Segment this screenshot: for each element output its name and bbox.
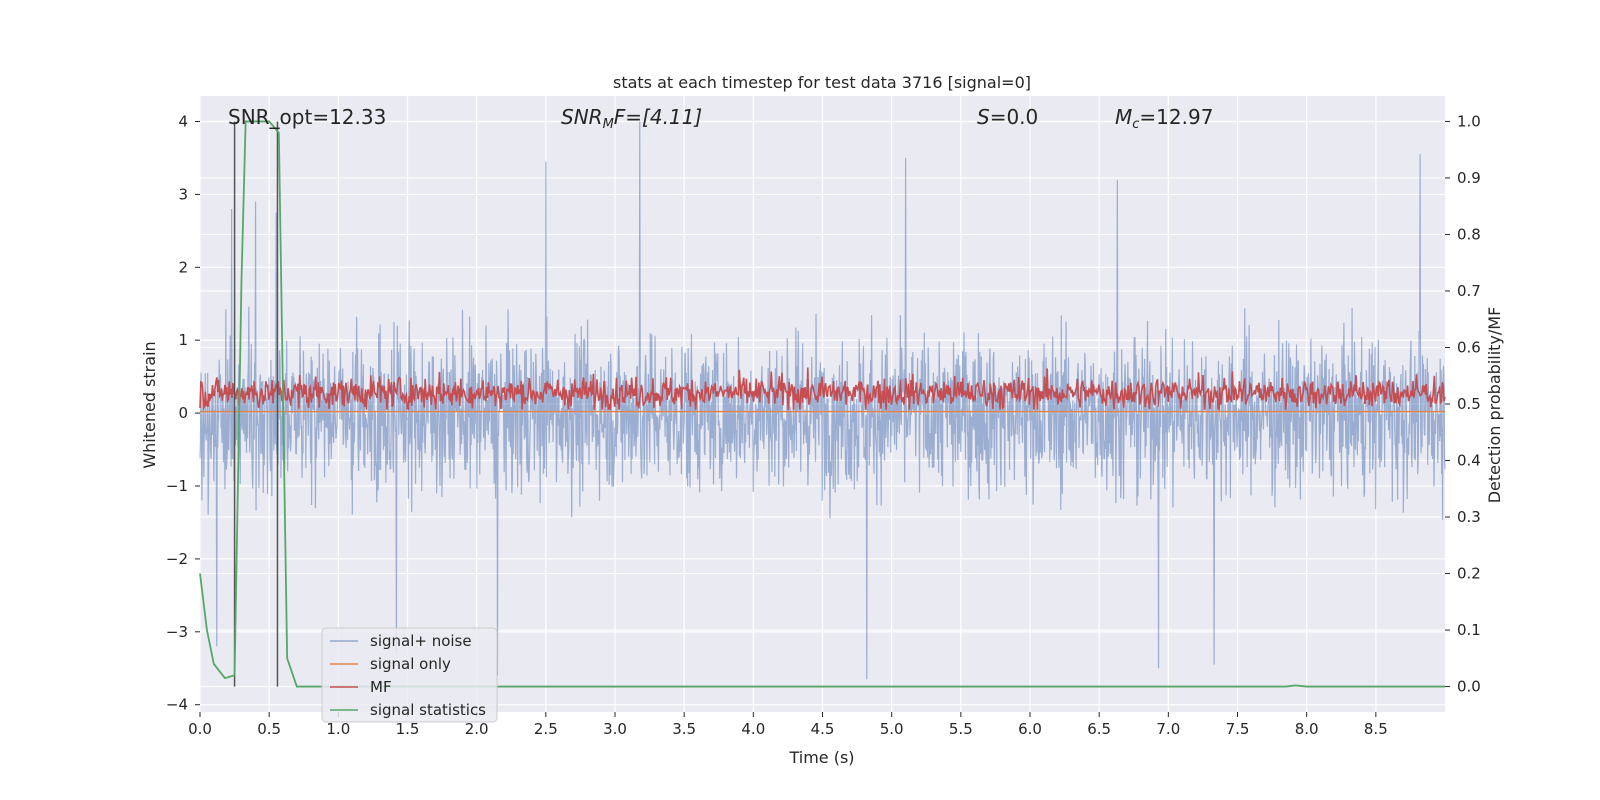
- y-right-tick-label: 0.6: [1457, 338, 1481, 356]
- x-tick-label: 5.5: [949, 720, 973, 738]
- snr-mf-subscript: M: [603, 117, 614, 132]
- y-right-tick-label: 0.0: [1457, 678, 1481, 696]
- mf-line: [199, 367, 1446, 412]
- x-axis-label: Time (s): [788, 748, 854, 767]
- y-right-axis-ticks: 1.0 0.9 0.8 0.7 0.6 0.5 0.4 0.3 0.2 0.1 0.0: [1445, 112, 1481, 696]
- y-right-tick-label: 0.3: [1457, 508, 1481, 526]
- legend-label-signal-only: signal only: [370, 655, 451, 673]
- x-tick-label: 5.0: [880, 720, 904, 738]
- x-tick-label: 7.5: [1226, 720, 1250, 738]
- x-tick-label: 8.0: [1295, 720, 1319, 738]
- y-right-tick-label: 0.4: [1457, 452, 1481, 470]
- y-right-tick-label: 0.1: [1457, 621, 1481, 639]
- x-tick-label: 4.5: [811, 720, 835, 738]
- y-left-tick-label: −1: [166, 477, 188, 495]
- legend: signal+ noise signal only MF signal stat…: [321, 627, 498, 723]
- vertical-markers: [233, 121, 279, 687]
- y-right-tick-label: 0.5: [1457, 395, 1481, 413]
- x-tick-label: 2.0: [465, 720, 489, 738]
- y-left-axis-label: Whitened strain: [140, 341, 159, 468]
- mc-symbol: M: [1115, 105, 1132, 129]
- annotation-snr-opt: SNR_opt=12.33: [228, 105, 386, 129]
- legend-label-signal-noise: signal+ noise: [370, 632, 472, 650]
- snr-mf-symbol: SNR: [561, 105, 603, 129]
- y-right-tick-label: 0.7: [1457, 282, 1481, 300]
- s-value: =0.0: [990, 105, 1039, 129]
- y-right-axis-label: Detection probability/MF: [1485, 307, 1504, 504]
- x-tick-label: 4.0: [741, 720, 765, 738]
- y-left-tick-label: 1: [178, 331, 188, 349]
- mc-subscript: c: [1132, 117, 1139, 132]
- signal-noise-line: [199, 121, 1446, 680]
- x-tick-label: 0.5: [257, 720, 281, 738]
- y-left-tick-label: 0: [178, 404, 188, 422]
- x-tick-label: 2.5: [534, 720, 558, 738]
- x-tick-label: 3.0: [603, 720, 627, 738]
- legend-label-mf: MF: [370, 678, 392, 696]
- chart-title: stats at each timestep for test data 371…: [613, 73, 1031, 92]
- y-left-tick-label: 4: [178, 113, 188, 131]
- y-left-tick-label: −2: [166, 550, 188, 568]
- y-right-tick-label: 0.8: [1457, 225, 1481, 243]
- legend-label-signal-statistics: signal statistics: [370, 701, 486, 719]
- mc-value: =12.97: [1139, 105, 1213, 129]
- y-left-axis-ticks: 4 3 2 1 0 −1 −2 −3 −4: [166, 113, 200, 714]
- y-left-tick-label: 3: [178, 185, 188, 203]
- y-right-tick-label: 0.9: [1457, 169, 1481, 187]
- y-left-tick-label: −4: [166, 696, 188, 714]
- s-symbol: S: [977, 105, 990, 129]
- y-right-tick-label: 0.2: [1457, 565, 1481, 583]
- signal-statistics-line: [199, 120, 1445, 688]
- x-tick-label: 6.5: [1087, 720, 1111, 738]
- mf-series: [199, 367, 1446, 412]
- x-tick-label: 6.0: [1018, 720, 1042, 738]
- annotation-snr-mf: SNRMF=[4.11]: [561, 105, 702, 132]
- y-right-tick-label: 1.0: [1457, 112, 1481, 130]
- x-tick-label: 0.0: [188, 720, 212, 738]
- x-axis-ticks: 0.0 0.5 1.0 1.5 2.0 2.5 3.0 3.5 4.0 4.5 5.0 5.5 6.0 6…: [188, 712, 1388, 738]
- y-left-tick-label: 2: [178, 258, 188, 276]
- x-tick-label: 1.5: [396, 720, 420, 738]
- signal-noise-series: [199, 121, 1446, 680]
- y-left-tick-label: −3: [166, 623, 188, 641]
- snr-mf-value: F=[4.11]: [614, 105, 702, 129]
- legend-box: [321, 627, 498, 723]
- x-tick-label: 8.5: [1364, 720, 1388, 738]
- x-tick-label: 1.0: [326, 720, 350, 738]
- signal-statistics-series: [199, 120, 1445, 688]
- annotation-s: S=0.0: [977, 105, 1038, 129]
- annotation-mc: Mc=12.97: [1115, 105, 1213, 132]
- x-tick-label: 7.0: [1156, 720, 1180, 738]
- x-tick-label: 3.5: [672, 720, 696, 738]
